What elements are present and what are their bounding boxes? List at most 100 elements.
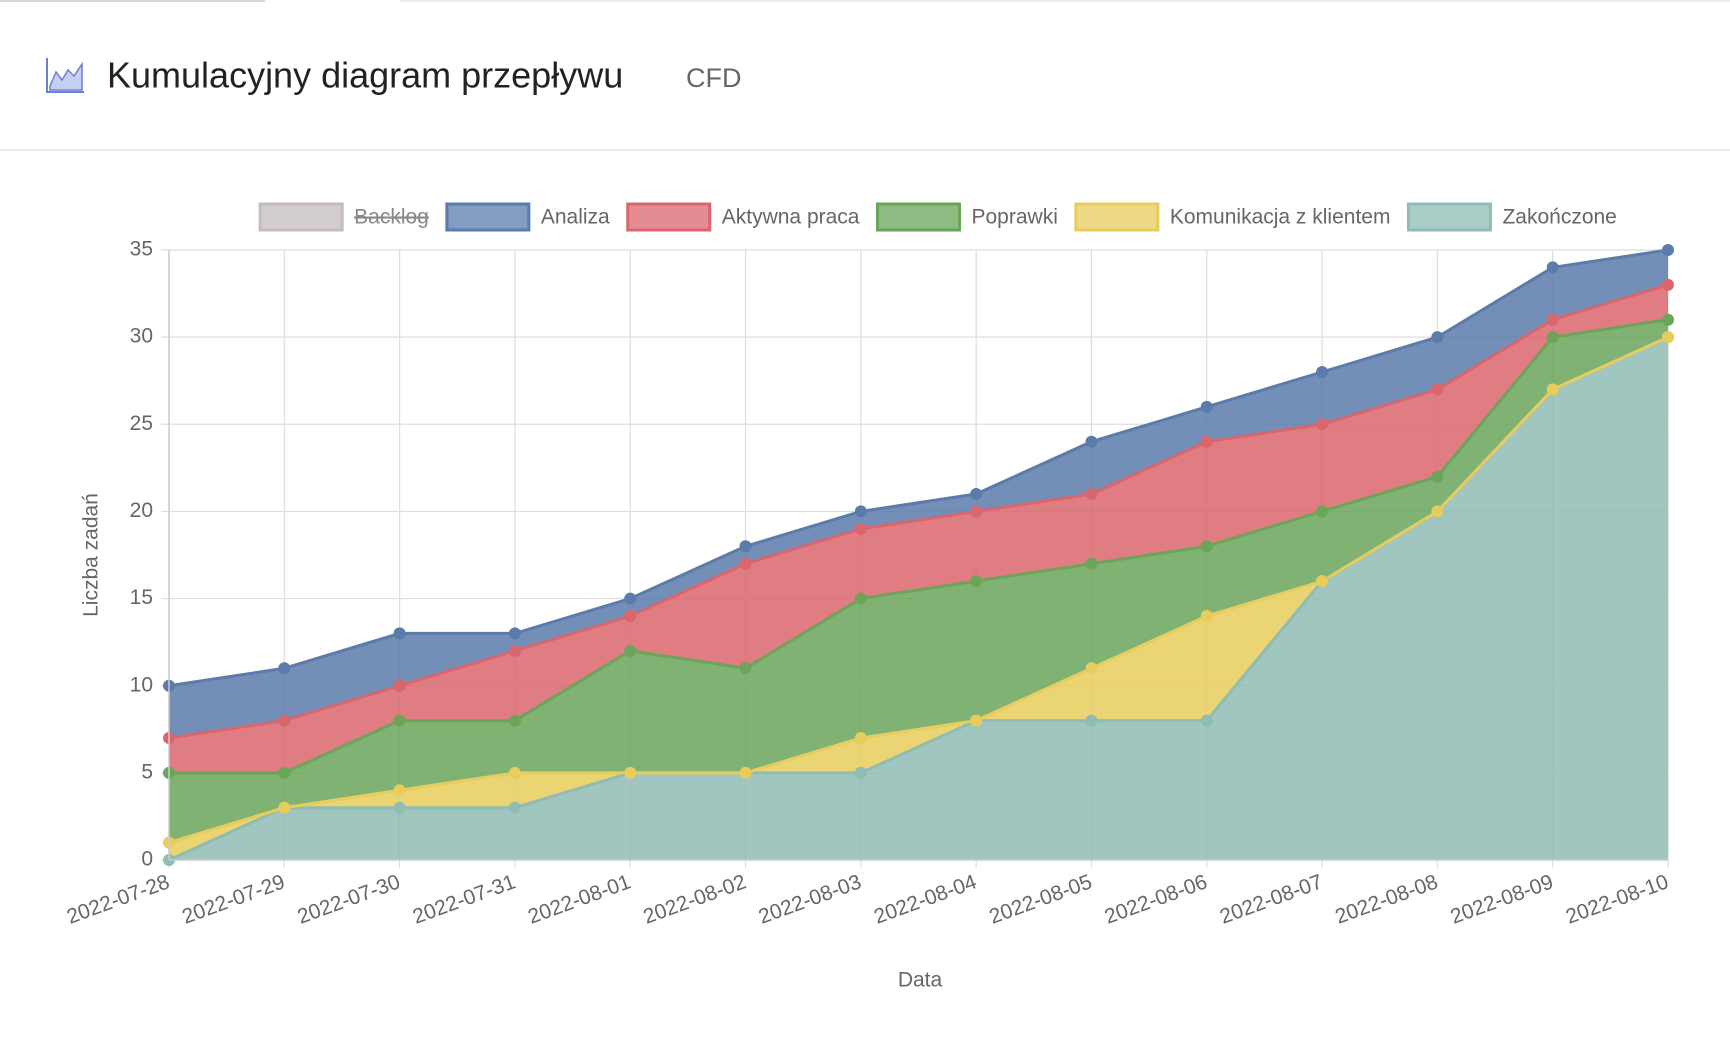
legend-label: Zakończone [1502,206,1616,229]
series-line [168,248,1669,688]
x-tick-label: 2022-08-02 [640,870,749,928]
data-point [1546,261,1559,274]
x-tick-label: 2022-08-08 [1332,870,1441,928]
series-line [168,335,1669,845]
data-point [739,662,752,675]
chart-icon [46,58,84,93]
data-point [1546,331,1559,344]
lines [168,248,1669,862]
data-point [508,714,521,727]
x-tick-label: 2022-08-04 [871,870,980,928]
data-point [970,505,983,518]
data-point [1431,331,1444,344]
y-tick-label: 35 [130,238,153,261]
data-point [278,801,291,814]
data-point [278,714,291,727]
data-point [1085,662,1098,675]
y-axis-label: Liczba zadań [80,493,103,617]
data-point [1085,714,1098,727]
legend-swatch [626,202,712,232]
legend-swatch [445,202,531,232]
y-tick-label: 20 [130,499,153,522]
data-point [1200,610,1213,622]
data-point [1200,400,1213,413]
data-point [1200,540,1213,553]
area-fill [169,319,1668,843]
data-point [1316,575,1329,588]
area-fill [169,284,1668,773]
data-point [970,488,983,500]
x-tick-label: 2022-08-01 [525,870,634,928]
y-tick-label: 25 [130,412,153,435]
points [163,244,1674,866]
legend-label: Aktywna praca [722,206,860,229]
data-point [970,575,983,588]
x-axis-label: Data [898,969,943,992]
legend-item: Komunikacja z klientem [1074,202,1391,232]
page-subtitle: CFD [686,63,742,93]
data-point [854,732,867,744]
data-point [1662,313,1674,326]
x-tick-label: 2022-07-28 [64,870,173,928]
data-point [739,540,752,553]
data-point [1085,488,1098,500]
data-point [1662,331,1674,344]
legend-item: Poprawki [875,202,1058,232]
data-point [1662,278,1674,291]
legend-swatch [875,202,961,232]
legend-item: Zakończone [1406,202,1617,232]
data-point [854,766,867,779]
x-tick-label: 2022-07-30 [294,870,403,928]
data-point [393,714,406,727]
data-point [1316,366,1329,378]
legend-item: Backlog [258,202,429,232]
legend-label: Backlog [354,206,429,229]
x-tick-label: 2022-08-05 [986,870,1095,928]
data-point [1431,470,1444,483]
data-point [393,784,406,797]
data-point [508,627,521,640]
data-point [624,766,637,779]
data-point [1085,435,1098,448]
data-point [1546,383,1559,396]
series-line [168,283,1669,740]
data-point [1316,418,1329,431]
area-fill [169,250,1668,738]
x-tick-label: 2022-08-09 [1447,870,1556,928]
data-point [1431,505,1444,518]
data-point [739,766,752,779]
y-tick-label: 30 [130,325,153,348]
data-point [393,679,406,692]
data-point [624,644,637,657]
page-title: Kumulacyjny diagram przepływu [107,55,623,96]
data-point [854,592,867,605]
legend-swatch [1074,202,1160,232]
data-point [1546,313,1559,326]
x-tick-label: 2022-07-31 [410,870,519,928]
data-point [393,801,406,814]
data-point [854,522,867,535]
data-point [1316,505,1329,518]
legend-item: Analiza [445,202,610,232]
data-point [508,766,521,779]
legend-label: Poprawki [971,206,1057,229]
area-fill [169,337,1668,861]
data-point [1200,714,1213,727]
legend-swatch [258,202,344,232]
legend-label: Analiza [541,206,610,229]
data-point [1200,435,1213,448]
data-point [624,610,637,622]
y-tick-label: 0 [141,848,153,871]
data-point [739,557,752,570]
legend-item: Aktywna praca [626,202,860,232]
data-point [970,714,983,727]
data-point [1431,383,1444,396]
data-point [508,644,521,657]
legend-swatch [1406,202,1492,232]
x-tick-label: 2022-08-10 [1563,870,1672,928]
legend-label: Komunikacja z klientem [1170,206,1391,229]
x-tick-label: 2022-08-03 [756,870,865,928]
data-point [1662,244,1674,256]
y-tick-label: 10 [130,673,153,696]
